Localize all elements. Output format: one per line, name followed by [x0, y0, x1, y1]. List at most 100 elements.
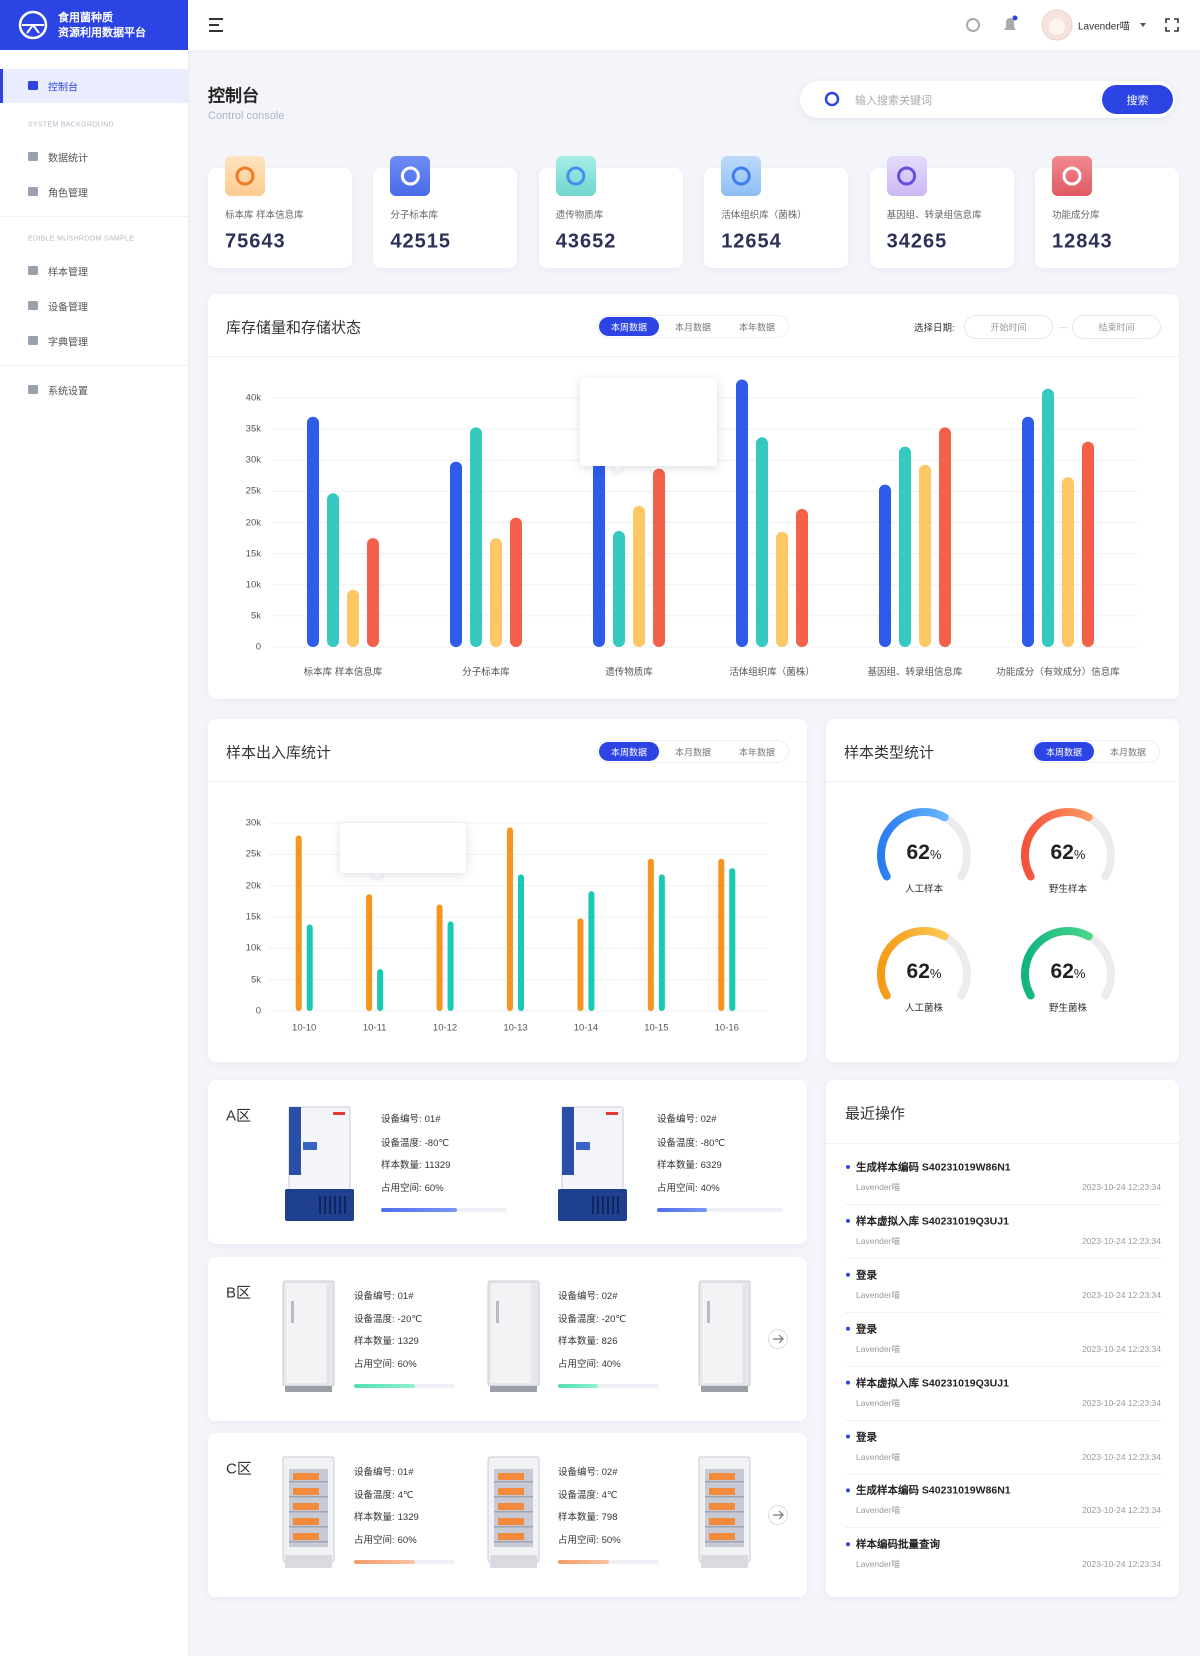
recent-divider: [845, 1204, 1161, 1205]
menu-item[interactable]: 控制台: [48, 82, 78, 94]
tab[interactable]: 本周数据: [610, 747, 648, 757]
menu-item[interactable]: 样本管理: [48, 267, 88, 279]
x-tick-label: 10-10: [292, 1022, 317, 1034]
progress-fill: [558, 1560, 609, 1564]
device-field: 设备温度: -80℃: [381, 1135, 449, 1149]
device-field: 设备温度: -20℃: [354, 1311, 422, 1325]
device-field-label: 设备编号:: [354, 1291, 395, 1302]
device-field-value: 01#: [397, 1467, 414, 1478]
tab[interactable]: 本月数据: [1109, 747, 1147, 757]
tab-active[interactable]: [599, 742, 659, 761]
search-button[interactable]: [1102, 85, 1173, 114]
tab[interactable]: 本周数据: [610, 322, 648, 332]
tab[interactable]: 本年数据: [738, 322, 776, 332]
device-field-label: 设备编号:: [657, 1114, 698, 1125]
gauge-unit: %: [929, 966, 942, 981]
recent-user: Lavender喵: [856, 1451, 900, 1462]
recent-divider: [845, 1311, 1161, 1313]
recent-action[interactable]: 样本编码批量查询: [856, 1538, 940, 1551]
date-input[interactable]: [1072, 315, 1161, 339]
tab-active[interactable]: [599, 317, 659, 336]
recent-action[interactable]: 登录: [856, 1431, 877, 1443]
menu-item[interactable]: 系统设置: [48, 386, 88, 398]
recent-divider: [845, 1527, 1161, 1529]
progress-fill: [558, 1384, 599, 1388]
recent-time: 2023-10-24 12:23:34: [1082, 1289, 1161, 1300]
y-tick-label: 15k: [245, 911, 261, 923]
tab[interactable]: 本年数据: [738, 747, 776, 757]
date-end[interactable]: 结束时间: [1098, 322, 1135, 333]
card-divider: [826, 1143, 1179, 1144]
page-title: 控制台: [208, 86, 259, 106]
x-tick-label: 10-16: [714, 1022, 739, 1034]
card-divider: [208, 781, 807, 782]
header: [188, 0, 1200, 50]
tab[interactable]: 本月数据: [674, 322, 712, 332]
stat-label: 基因组、转录组信息库: [886, 210, 982, 221]
recent-action[interactable]: 登录: [856, 1269, 877, 1282]
device-field-label: 设备温度:: [354, 1314, 395, 1325]
menu-item[interactable]: 字典管理: [48, 337, 88, 349]
device-field: 设备温度: 4℃: [354, 1487, 414, 1501]
recent-action[interactable]: 登录: [856, 1323, 877, 1336]
gauge-number: 62: [1050, 841, 1074, 864]
y-tick-label: 15k: [245, 548, 261, 560]
recent-user: Lavender喵: [856, 1343, 900, 1354]
device-field: 占用空间: 60%: [354, 1532, 417, 1546]
recent-action[interactable]: 生成样本编码 S40231019W86N1: [856, 1161, 1011, 1174]
date-input[interactable]: [964, 315, 1053, 339]
device-field-value: 60: [424, 1183, 436, 1194]
x-tick-label: 分子标本库: [462, 667, 510, 678]
device-field: 设备温度: 4℃: [558, 1487, 618, 1501]
x-tick-label: 10-14: [573, 1022, 599, 1034]
device-field: 样本数量: 798: [558, 1509, 618, 1523]
recent-action[interactable]: 生成样本编码 S40231019W86N1: [856, 1484, 1011, 1497]
recent-action[interactable]: 样本虚拟入库 S40231019Q3UJ1: [856, 1215, 1009, 1228]
menu-divider: [0, 216, 188, 217]
tooltip: [580, 378, 717, 466]
tab[interactable]: 本周数据: [1045, 747, 1083, 757]
gauge-label: 人工菌株: [904, 1003, 944, 1014]
user-name[interactable]: Lavender喵: [1078, 21, 1130, 33]
sidebar: [0, 0, 188, 1656]
device-field-value: 01#: [424, 1114, 441, 1125]
menu-section-label: SYSTEM BACKGROUND: [28, 121, 114, 129]
date-start[interactable]: 开始时间: [990, 322, 1027, 333]
chart-title: 库存储量和存储状态: [226, 319, 362, 337]
chart-title: 样本出入库统计: [226, 744, 332, 762]
y-tick-label: 5k: [250, 610, 261, 622]
device-field: 设备温度: -20℃: [558, 1311, 626, 1325]
search-button-label[interactable]: 搜索: [1126, 94, 1149, 107]
recent-action[interactable]: 样本虚拟入库 S40231019Q3UJ1: [856, 1377, 1009, 1390]
y-tick-label: 10k: [245, 579, 261, 591]
gauge-unit: %: [929, 847, 942, 862]
recent-divider: [845, 1419, 1161, 1421]
y-tick-label: 30k: [245, 454, 261, 466]
recent-user: Lavender喵: [856, 1182, 900, 1192]
progress-track: [657, 1208, 783, 1212]
device-field-label: 设备温度:: [558, 1490, 599, 1501]
date-separator: —: [1058, 322, 1068, 332]
recent-divider: [845, 1257, 1161, 1259]
device-field-value: 02#: [700, 1114, 717, 1125]
gauge-label: 野生样本: [1048, 884, 1088, 895]
device-field-label: 占用空间:: [558, 1359, 599, 1370]
menu-item[interactable]: 角色管理: [48, 188, 88, 200]
device-field-label: 设备温度:: [381, 1138, 422, 1149]
menu-item[interactable]: 数据统计: [48, 153, 88, 165]
x-tick-label: 基因组、转录组信息库: [867, 667, 963, 678]
device-field-value: 798: [601, 1512, 618, 1523]
tab[interactable]: 本月数据: [674, 747, 712, 757]
tab-active[interactable]: [1034, 742, 1094, 761]
menu-item[interactable]: 设备管理: [48, 302, 88, 314]
device-field-unit: %: [408, 1359, 417, 1370]
stat-label: 遗传物质库: [555, 210, 604, 221]
device-field: 设备温度: -80℃: [657, 1135, 725, 1149]
y-tick-label: 0: [255, 1005, 261, 1017]
gauge-unit: %: [1073, 966, 1086, 981]
device-field-value: -80℃: [424, 1138, 450, 1149]
device-field-label: 设备编号:: [354, 1467, 395, 1478]
device-field-value: 40: [601, 1359, 613, 1370]
search-placeholder: 输入搜索关键词: [855, 95, 932, 107]
